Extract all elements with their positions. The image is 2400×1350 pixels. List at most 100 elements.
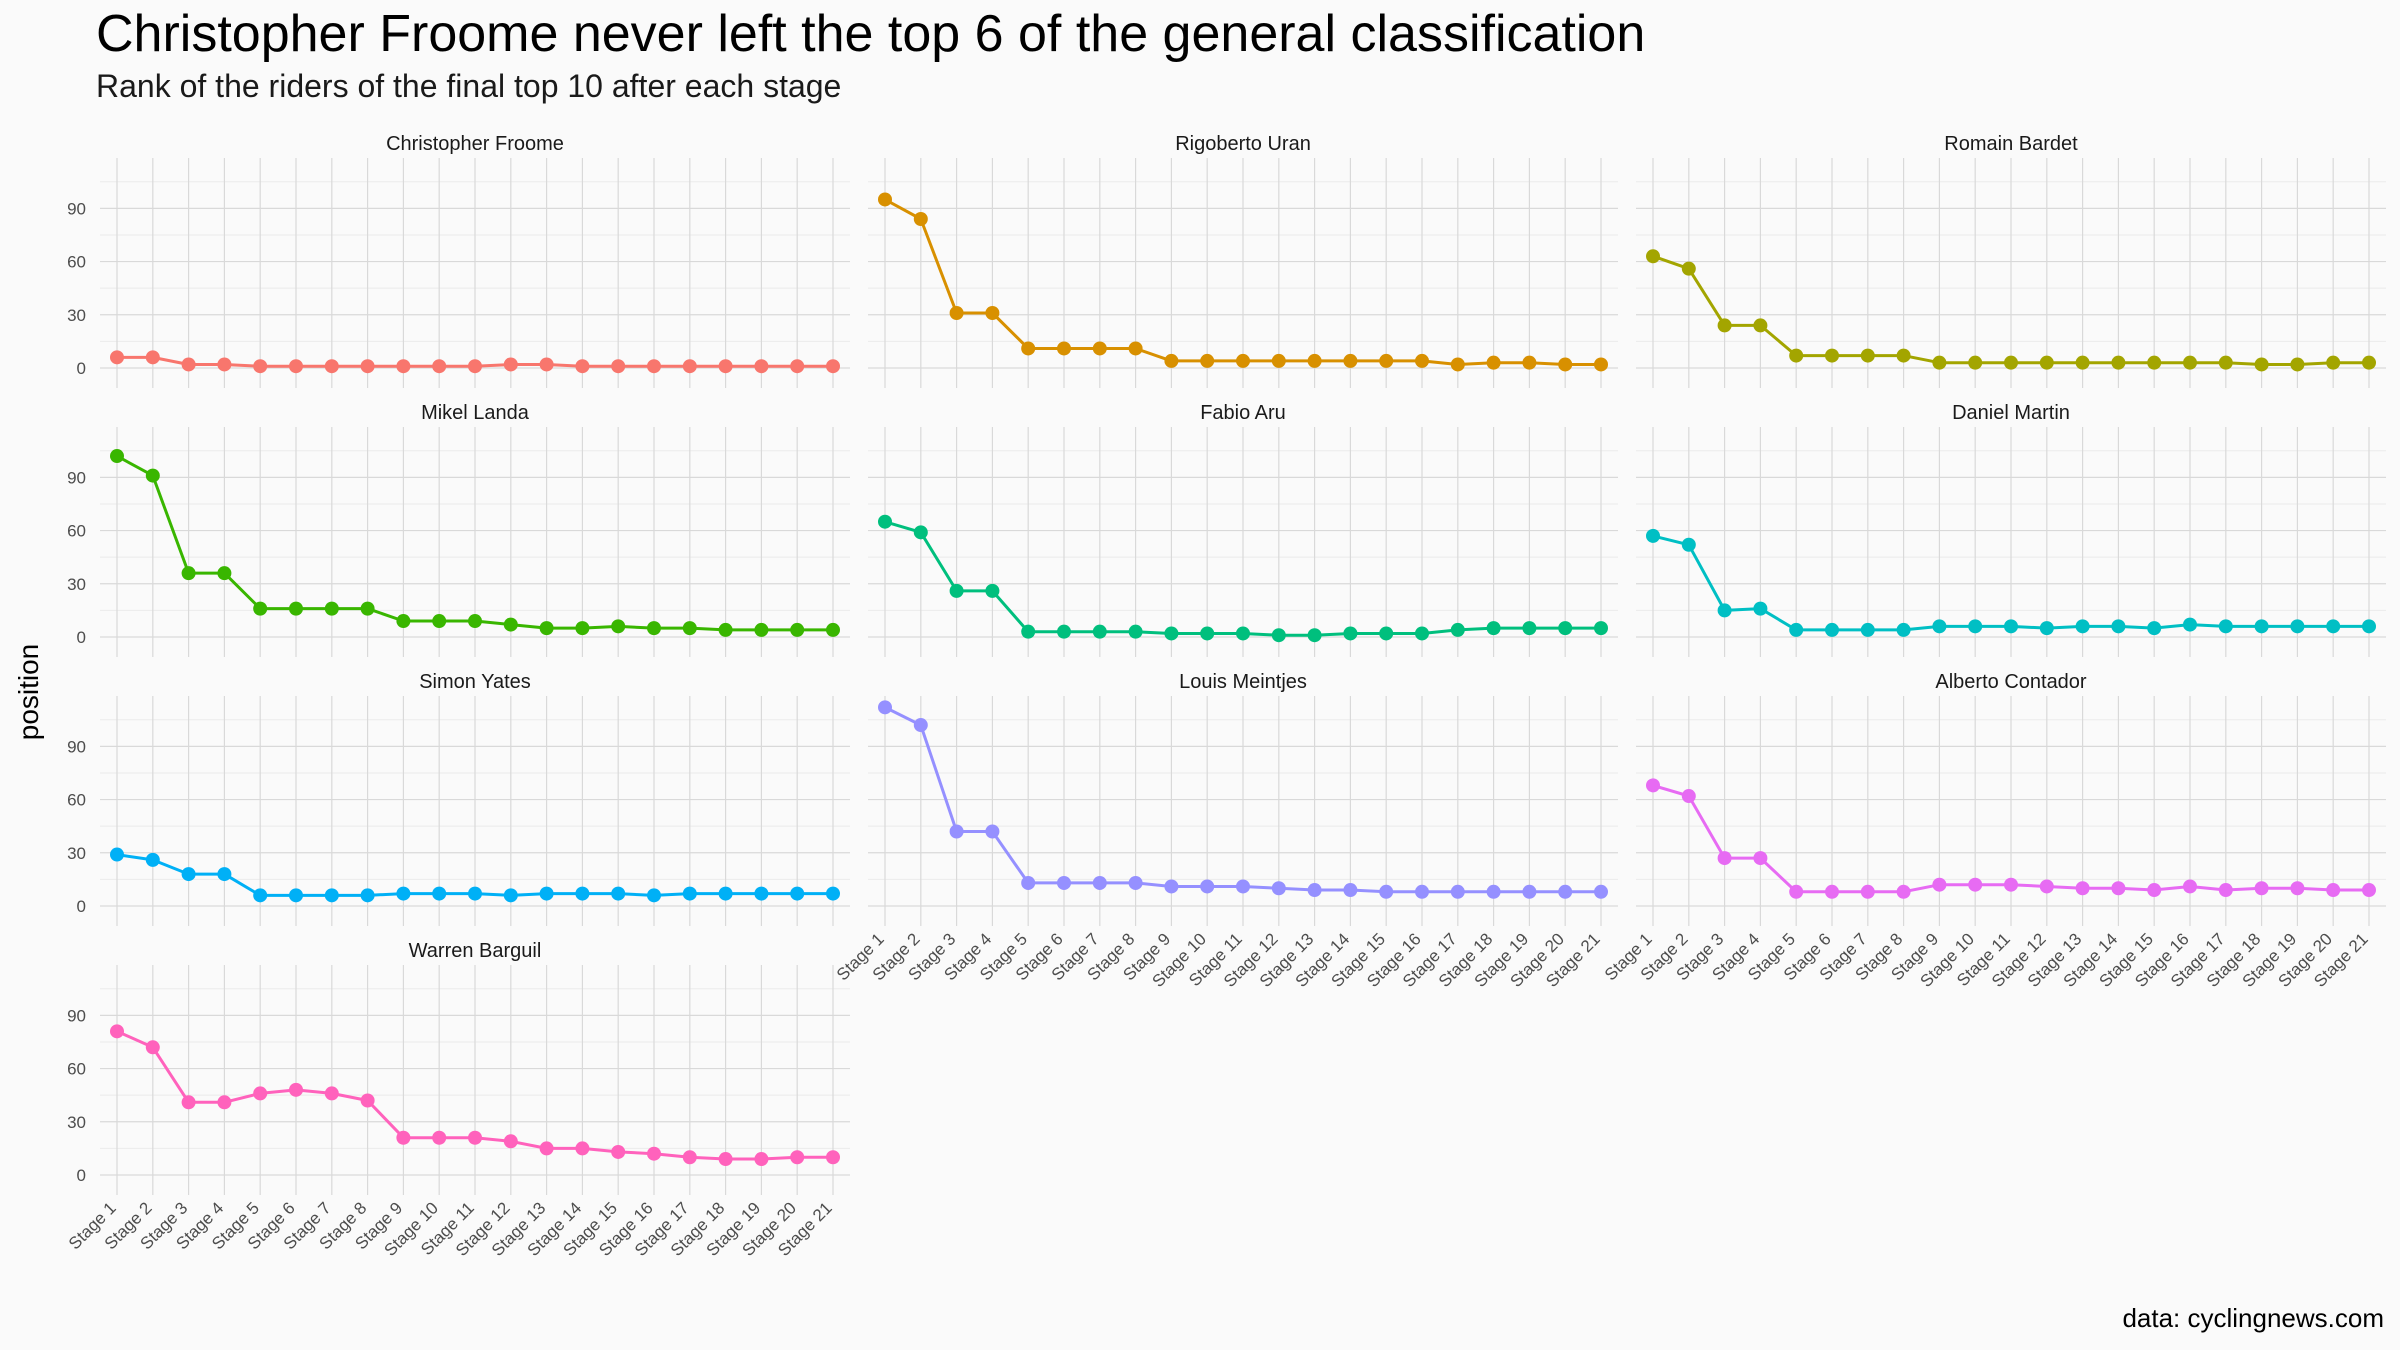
data-point (718, 622, 733, 637)
data-point (468, 886, 482, 901)
data-point (647, 359, 661, 374)
facet-panel: Daniel Martin (1636, 402, 2386, 657)
data-point (647, 1146, 661, 1161)
data-point (1343, 626, 1358, 641)
data-point (1415, 353, 1429, 368)
data-point (145, 350, 160, 365)
data-point (575, 886, 590, 901)
data-point (432, 359, 447, 374)
y-tick-label: 30 (67, 575, 86, 594)
data-point (2147, 621, 2162, 636)
data-point (503, 617, 518, 632)
data-point (1932, 619, 1947, 634)
data-point (145, 468, 160, 483)
data-point (2290, 619, 2305, 634)
data-point (2075, 881, 2090, 896)
y-tick-label: 0 (77, 1166, 86, 1185)
data-point (1860, 348, 1875, 363)
data-point (503, 1134, 518, 1149)
facet-panel: Simon Yates 0 30 60 90 (67, 671, 850, 926)
data-point (913, 718, 928, 733)
data-point (1896, 348, 1911, 363)
data-point (647, 888, 661, 903)
data-point (1236, 879, 1250, 894)
data-point (1594, 357, 1608, 372)
data-point (1450, 357, 1465, 372)
data-point (1236, 353, 1250, 368)
data-point (324, 1086, 339, 1101)
data-point (468, 614, 482, 629)
data-point (1681, 789, 1696, 804)
data-point (110, 847, 124, 862)
data-point (1968, 619, 1983, 634)
data-point (1200, 879, 1215, 894)
data-point (2004, 619, 2018, 634)
panel-title: Warren Barguil (409, 940, 542, 962)
data-point (1681, 261, 1696, 276)
data-point (985, 824, 1000, 839)
data-point (181, 1095, 196, 1110)
data-point (1450, 622, 1465, 637)
data-point (985, 583, 1000, 598)
data-point (1128, 341, 1143, 356)
data-point (468, 359, 482, 374)
data-point (1968, 877, 1983, 892)
data-point (1558, 357, 1573, 372)
data-point (1789, 884, 1804, 899)
data-point (1486, 884, 1501, 899)
data-point (217, 357, 232, 372)
data-point (1092, 875, 1107, 890)
data-point (1200, 353, 1215, 368)
data-point (1307, 628, 1322, 643)
data-point (1522, 621, 1537, 636)
data-point (289, 601, 303, 616)
data-point (1415, 626, 1429, 641)
data-point (913, 525, 928, 540)
data-point (754, 359, 769, 374)
data-point (611, 1144, 626, 1159)
data-point (1021, 624, 1036, 639)
data-point (2183, 355, 2197, 370)
data-point (396, 886, 411, 901)
data-point (878, 192, 892, 207)
data-point (2218, 883, 2233, 898)
data-point (360, 601, 375, 616)
data-point (575, 1141, 590, 1156)
data-point (1486, 621, 1501, 636)
data-point (1558, 621, 1573, 636)
data-point (181, 867, 196, 882)
data-point (1164, 353, 1179, 368)
data-point (1825, 622, 1839, 637)
data-point (2039, 355, 2054, 370)
data-point (1558, 884, 1573, 899)
data-point (2326, 883, 2341, 898)
data-point (790, 1150, 805, 1165)
data-point (1164, 879, 1179, 894)
data-point (181, 357, 196, 372)
data-point (1271, 353, 1286, 368)
data-point (1164, 626, 1179, 641)
data-point (682, 886, 697, 901)
y-tick-label: 90 (67, 468, 86, 487)
data-point (360, 1093, 375, 1108)
data-point (1860, 884, 1875, 899)
y-axis-label: position (13, 644, 44, 741)
data-point (2111, 355, 2126, 370)
y-tick-label: 60 (67, 1060, 86, 1079)
data-point (432, 614, 447, 629)
data-point (949, 824, 964, 839)
data-point (468, 1130, 482, 1145)
data-point (1932, 355, 1947, 370)
data-point (1379, 884, 1394, 899)
data-point (2362, 883, 2376, 898)
data-point (539, 1141, 554, 1156)
data-point (718, 1152, 733, 1167)
panel-title: Daniel Martin (1952, 402, 2070, 424)
data-point (289, 888, 303, 903)
data-point (878, 700, 892, 715)
data-point (2147, 355, 2162, 370)
data-point (1343, 883, 1358, 898)
data-point (324, 359, 339, 374)
data-point (324, 601, 339, 616)
